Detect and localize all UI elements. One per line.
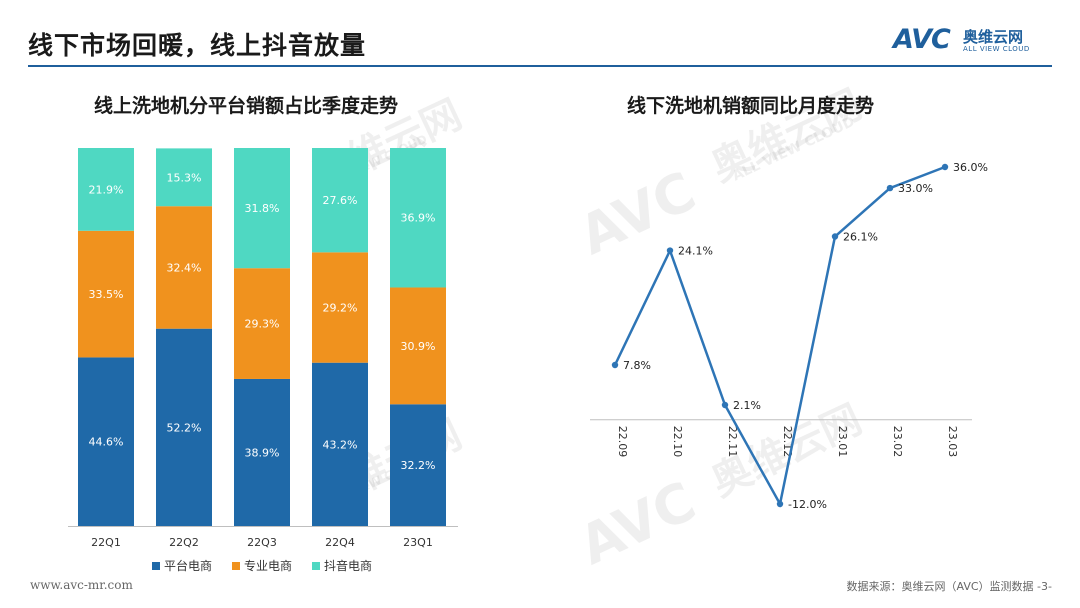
page-title: 线下市场回暖，线上抖音放量: [28, 31, 367, 60]
footer-source: 数据来源：奥维云网（AVC）监测数据 -3-: [846, 580, 1052, 593]
legend-label: 抖音电商: [324, 558, 372, 573]
bar-segment: [312, 362, 368, 526]
data-label: 44.6%: [89, 436, 124, 449]
data-label: 29.3%: [245, 318, 280, 331]
data-label: 2.1%: [733, 399, 761, 412]
data-label: 21.9%: [89, 183, 124, 196]
legend-swatch: [152, 562, 160, 570]
x-tick-label: 22Q4: [325, 536, 355, 549]
data-label: 32.2%: [401, 459, 436, 472]
data-label: 38.9%: [245, 446, 280, 459]
data-label: 36.0%: [953, 161, 988, 174]
data-label: 27.6%: [323, 194, 358, 207]
bar-segment: [234, 378, 290, 526]
data-label: 31.8%: [245, 202, 280, 215]
data-point: [721, 401, 729, 409]
data-label: 33.5%: [89, 288, 124, 301]
line-chart: 22.09 22.10 22.11 22.12 23.01 23.02 23.037.8%2…: [590, 161, 988, 511]
x-tick-label: 23.03: [946, 426, 959, 458]
logo-mark: AVC: [893, 24, 951, 55]
data-label: 24.1%: [678, 245, 713, 258]
legend-swatch: [232, 562, 240, 570]
x-tick-label: 22Q3: [247, 536, 277, 549]
x-tick-label: 23Q1: [403, 536, 433, 549]
bar-segment: [78, 148, 134, 231]
x-tick-label: 22.11: [726, 426, 739, 458]
bar-segment: [156, 206, 212, 329]
bar-segment: [234, 148, 290, 269]
data-point: [776, 500, 784, 508]
x-tick-label: 22.09: [616, 426, 629, 458]
legend-label: 平台电商: [164, 558, 212, 573]
x-tick-label: 23.02: [891, 426, 904, 458]
line-chart-title: 线下洗地机销额同比月度走势: [627, 95, 875, 117]
data-point: [666, 247, 674, 254]
bar-segment: [312, 252, 368, 363]
bar-segment: [78, 357, 134, 526]
bar-segment: [312, 148, 368, 253]
data-point: [886, 184, 894, 192]
footer-url: www.avc-mr.com: [30, 578, 133, 592]
bar-segment: [156, 148, 212, 207]
data-label: -12.0%: [788, 498, 827, 511]
x-tick-label: 22Q1: [91, 536, 121, 549]
data-point: [611, 361, 619, 369]
data-label: 32.4%: [167, 261, 202, 274]
bar-segment: [156, 328, 212, 526]
logo-chinese-name: 奥维云网: [963, 28, 1024, 46]
data-label: 30.9%: [401, 340, 436, 353]
bar-segment: [234, 268, 290, 379]
data-label: 36.9%: [401, 212, 436, 225]
bar-segment: [390, 404, 446, 526]
bar-chart-title: 线上洗地机分平台销额占比季度走势: [94, 95, 399, 117]
data-label: 7.8%: [623, 359, 651, 372]
avc-logo: AVC 奥维云网 ALL VIEW CLOUD: [893, 24, 1058, 56]
logo-english-name: ALL VIEW CLOUD: [963, 45, 1030, 53]
data-label: 43.2%: [323, 438, 358, 451]
bar-segment: [390, 287, 446, 405]
data-label: 15.3%: [167, 171, 202, 184]
stacked-bar-chart: 44.6% 33.5% 21.9% 22Q1 52.2% 32.4% 15.3% 22Q2 38…: [68, 148, 458, 573]
data-label: 52.2%: [167, 421, 202, 434]
data-point: [941, 163, 949, 171]
data-label: 26.1%: [843, 231, 878, 244]
bar-segment: [390, 148, 446, 288]
title-divider: [28, 65, 1052, 67]
data-label: 29.2%: [323, 302, 358, 315]
legend-label: 专业电商: [244, 558, 292, 573]
x-tick-label: 22.10: [671, 426, 684, 458]
x-tick-label: 22Q2: [169, 536, 199, 549]
legend-swatch: [312, 562, 320, 570]
x-tick-label: 23.01: [836, 426, 849, 458]
data-label: 33.0%: [898, 182, 933, 195]
bar-segment: [78, 230, 134, 358]
data-point: [831, 233, 839, 240]
